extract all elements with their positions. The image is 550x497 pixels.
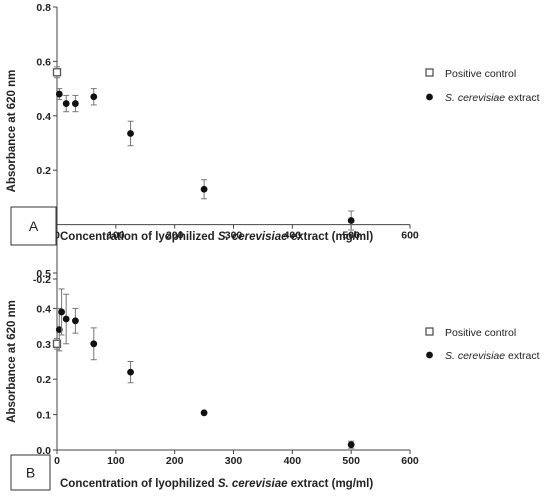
data-point-extract	[55, 326, 63, 334]
y-tick-label: -0.2	[33, 274, 51, 286]
y-tick-label: 0.5	[36, 268, 51, 280]
data-point-extract	[62, 315, 70, 323]
panel-label: B	[26, 465, 35, 481]
x-tick-label: 0	[54, 455, 60, 467]
y-tick-label: 0.4	[36, 303, 51, 315]
data-point-extract	[58, 308, 65, 316]
legend-label: Positive control	[445, 68, 516, 80]
x-tick-label: 100	[107, 455, 125, 467]
y-tick-label: 0.2	[36, 374, 51, 386]
legend-marker-extract	[426, 351, 433, 359]
x-axis-title: Concentration of lyophilized S. cerevisi…	[60, 478, 373, 490]
x-tick-label: 200	[166, 455, 184, 467]
x-axis-title-part: extract (mg/ml)	[288, 478, 374, 490]
data-point-positive-control	[52, 68, 62, 77]
y-tick-label: 0.1	[36, 410, 51, 422]
legend-marker-extract	[426, 93, 433, 101]
x-axis-title-part: S. cerevisiae	[218, 478, 288, 490]
x-tick-label: 200	[166, 230, 184, 242]
x-tick-label: 400	[284, 230, 302, 242]
x-axis-title: Concentration of lyophilized S. cerevisi…	[60, 231, 373, 243]
legend-marker-positive-control	[425, 68, 434, 77]
legend-label: S. cerevisiae extract	[445, 350, 540, 362]
data-point-extract	[347, 217, 355, 224]
data-point-extract	[127, 130, 134, 137]
x-tick-label: 400	[284, 455, 302, 467]
legend-label-part: S. cerevisiae	[445, 92, 505, 104]
x-axis-title-part: Concentration of lyophilized	[60, 231, 218, 243]
data-point-extract	[127, 368, 134, 376]
chart-panel-b: 0 100 200 300 400 500 600 0.0 0.1 0.2 0.3 0.4 0.5 Abs…	[6, 268, 540, 491]
x-axis-title-part: extract (mg/ml)	[288, 231, 374, 243]
data-point-extract	[347, 441, 355, 449]
legend-label: Positive control	[445, 327, 516, 339]
data-point-extract	[71, 317, 79, 325]
data-point-extract	[71, 100, 79, 107]
legend-label-part: extract	[505, 92, 540, 104]
x-axis-title-part: Concentration of lyophilized	[60, 478, 218, 490]
data-point-extract	[90, 93, 98, 101]
data-point-extract	[200, 409, 208, 417]
y-tick-label: 0.3	[36, 339, 51, 351]
data-point-extract	[200, 185, 208, 193]
data-point-extract	[62, 100, 70, 107]
y-axis-title: Absorbance at 620 nm	[6, 70, 18, 193]
y-axis-title: Absorbance at 620 nm	[6, 300, 18, 423]
data-point-extract	[55, 90, 63, 98]
legend-label: S. cerevisiae extract	[445, 92, 540, 104]
data-point-extract	[90, 340, 98, 348]
x-tick-label: 600	[401, 455, 419, 467]
panel-label-box	[10, 454, 51, 491]
panel-label: A	[29, 218, 39, 234]
x-tick-label: 0	[54, 230, 60, 242]
y-tick-label: 0.8	[36, 2, 51, 14]
legend-label-part: S. cerevisiae	[445, 350, 505, 362]
x-tick-label: 500	[342, 455, 360, 467]
x-axis-title-part: S. cerevisiae	[218, 231, 288, 243]
x-tick-label: 300	[225, 455, 243, 467]
panel-label-box	[10, 206, 57, 246]
y-tick-label: 0.0	[36, 445, 51, 457]
chart-panel-a: 0100200300400500600-0.20.00.20.40.60.8Ab…	[6, 2, 540, 286]
legend-label-part: extract	[505, 350, 540, 362]
y-tick-label: 0.6	[36, 56, 51, 68]
x-tick-label: 600	[401, 230, 419, 242]
x-tick-label: 100	[107, 230, 125, 242]
data-point-positive-control	[52, 339, 62, 348]
legend-marker-positive-control	[425, 327, 434, 336]
x-tick-label: 500	[342, 230, 360, 242]
x-tick-label: 300	[225, 230, 243, 242]
y-tick-label: 0.4	[36, 111, 51, 123]
y-tick-label: 0.2	[36, 165, 51, 177]
